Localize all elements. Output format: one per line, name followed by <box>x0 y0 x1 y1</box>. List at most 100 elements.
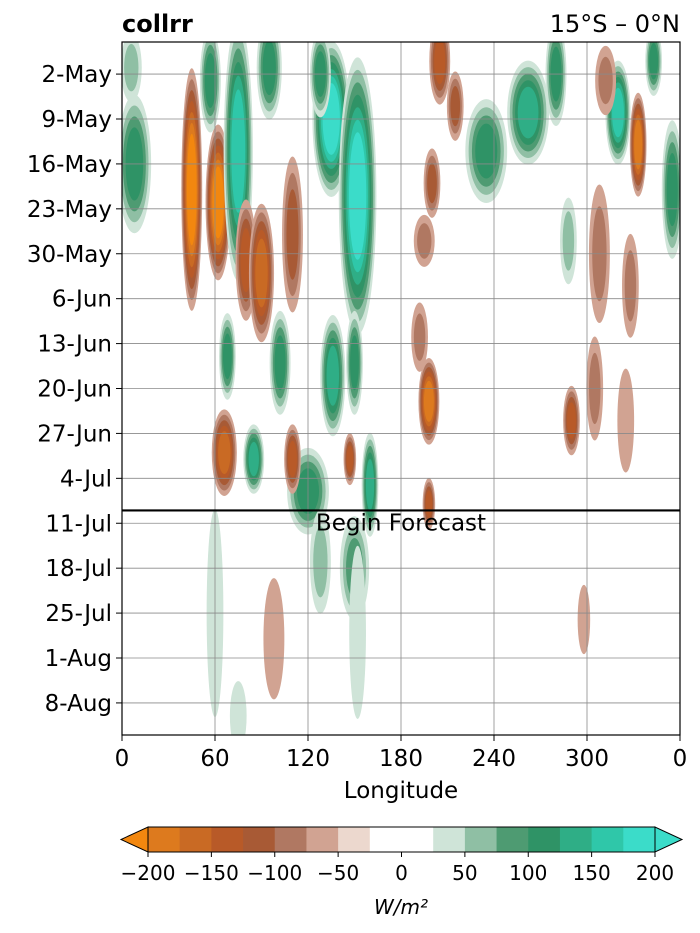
anomaly-contour <box>562 211 575 271</box>
anomaly-contour <box>598 56 613 105</box>
anomaly-contour <box>255 238 268 308</box>
y-tick-label: 23-May <box>27 197 112 223</box>
y-tick-label: 13-Jun <box>37 332 112 358</box>
anomaly-feature <box>446 71 464 141</box>
anomaly-feature <box>411 302 428 372</box>
colorbar-tick-label: 200 <box>636 861 674 885</box>
anomaly-feature <box>309 509 331 614</box>
colorbar-segment <box>369 827 434 852</box>
anomaly-feature <box>465 99 508 204</box>
anomaly-contour <box>222 333 232 380</box>
anomaly-feature <box>229 681 247 735</box>
x-tick-label: 240 <box>472 746 516 772</box>
anomaly-feature <box>320 315 346 437</box>
colorbar-segment <box>433 827 466 852</box>
anomaly-contour <box>348 132 367 260</box>
anomaly-feature <box>346 310 363 415</box>
anomaly-feature <box>243 424 265 494</box>
anomaly-contour <box>624 250 637 322</box>
grid-lines <box>122 42 680 735</box>
anomaly-feature <box>507 60 550 165</box>
anomaly-contour <box>229 681 247 735</box>
anomaly-contour <box>288 440 297 478</box>
anomaly-contour <box>450 86 461 127</box>
anomaly-contour <box>313 526 328 598</box>
colorbar-segment <box>591 827 624 852</box>
anomaly-feature <box>661 120 680 259</box>
x-axis: 0 60 120 180 240 300 0 <box>115 735 687 772</box>
anomaly-contour <box>349 545 366 719</box>
anomaly-feature <box>256 42 282 120</box>
forecast-label: Begin Forecast <box>316 510 486 536</box>
anomaly-contour <box>577 584 591 655</box>
anomaly-contour <box>617 368 635 473</box>
anomaly-contour <box>666 153 678 227</box>
y-tick-label: 20-Jun <box>37 377 112 403</box>
colorbar-tick-label: −100 <box>247 861 302 885</box>
colorbar-segment <box>559 827 593 852</box>
anomaly-feature <box>560 197 577 285</box>
y-tick-label: 16-May <box>27 152 112 178</box>
y-tick-label: 25-Jul <box>45 601 112 627</box>
anomaly-contour <box>634 119 643 170</box>
x-tick-label: 0 <box>115 746 130 772</box>
anomaly-feature <box>199 42 221 133</box>
anomaly-feature <box>418 358 440 445</box>
y-tick-label: 6-Jun <box>52 287 112 313</box>
anomaly-contour <box>427 163 437 204</box>
anomaly-feature <box>248 203 275 343</box>
anomaly-feature <box>423 148 441 218</box>
x-axis-label: Longitude <box>344 778 458 804</box>
anomaly-contour <box>186 133 197 246</box>
anomaly-feature <box>338 57 377 335</box>
colorbar-segment <box>243 827 276 852</box>
colorbar-segment <box>623 827 656 852</box>
anomaly-contour <box>286 189 299 280</box>
anomaly-feature <box>622 233 639 338</box>
colorbar-segment <box>496 827 529 852</box>
y-tick-label: 9-May <box>42 107 112 133</box>
anomaly-feature <box>629 92 647 197</box>
colorbar-tick-label: 100 <box>509 861 547 885</box>
colorbar-segment <box>148 827 181 852</box>
colorbar-label: W/m² <box>374 895 428 919</box>
y-axis: 2-May 9-May 16-May 23-May 30-May 6-Jun 13-Jun 2… <box>27 62 122 717</box>
colorbar-tick-label: 50 <box>452 861 477 885</box>
colorbar-segment <box>306 827 339 852</box>
anomaly-contour <box>326 345 340 406</box>
anomaly-contour <box>567 402 576 439</box>
anomaly-feature <box>181 68 203 311</box>
anomaly-contour <box>231 89 246 213</box>
anomaly-contour <box>124 43 139 92</box>
x-tick-label: 120 <box>286 746 330 772</box>
anomaly-contour <box>612 87 624 138</box>
anomaly-contour <box>649 42 659 80</box>
anomaly-feature <box>263 578 285 700</box>
colorbar-segment <box>464 827 498 852</box>
colorbar-segment <box>274 827 307 852</box>
anomaly-features <box>122 42 680 735</box>
colorbar-segment <box>179 827 212 852</box>
hovmoller-plot <box>122 42 680 735</box>
anomaly-feature <box>645 42 663 96</box>
anomaly-feature <box>545 42 567 127</box>
anomaly-feature <box>413 214 435 267</box>
anomaly-feature <box>219 313 236 400</box>
y-tick-label: 4-Jul <box>60 466 112 492</box>
anomaly-contour <box>475 123 498 179</box>
anomaly-feature <box>429 42 451 105</box>
anomaly-contour <box>240 228 252 293</box>
colorbar-segment <box>211 827 244 852</box>
y-tick-label: 8-Aug <box>45 691 112 717</box>
anomaly-feature <box>269 310 291 415</box>
anomaly-contour <box>262 42 276 96</box>
anomaly-contour <box>417 223 432 259</box>
anomaly-feature <box>282 156 303 313</box>
anomaly-feature <box>577 584 591 655</box>
anomaly-contour <box>346 445 354 473</box>
anomaly-contour <box>365 458 375 511</box>
colorbar: −200 −150 −100 −50 0 50 100 150 200 <box>119 826 684 885</box>
y-tick-label: 30-May <box>27 242 112 268</box>
anomaly-contour <box>204 53 216 108</box>
colorbar-extend-low <box>119 826 149 853</box>
